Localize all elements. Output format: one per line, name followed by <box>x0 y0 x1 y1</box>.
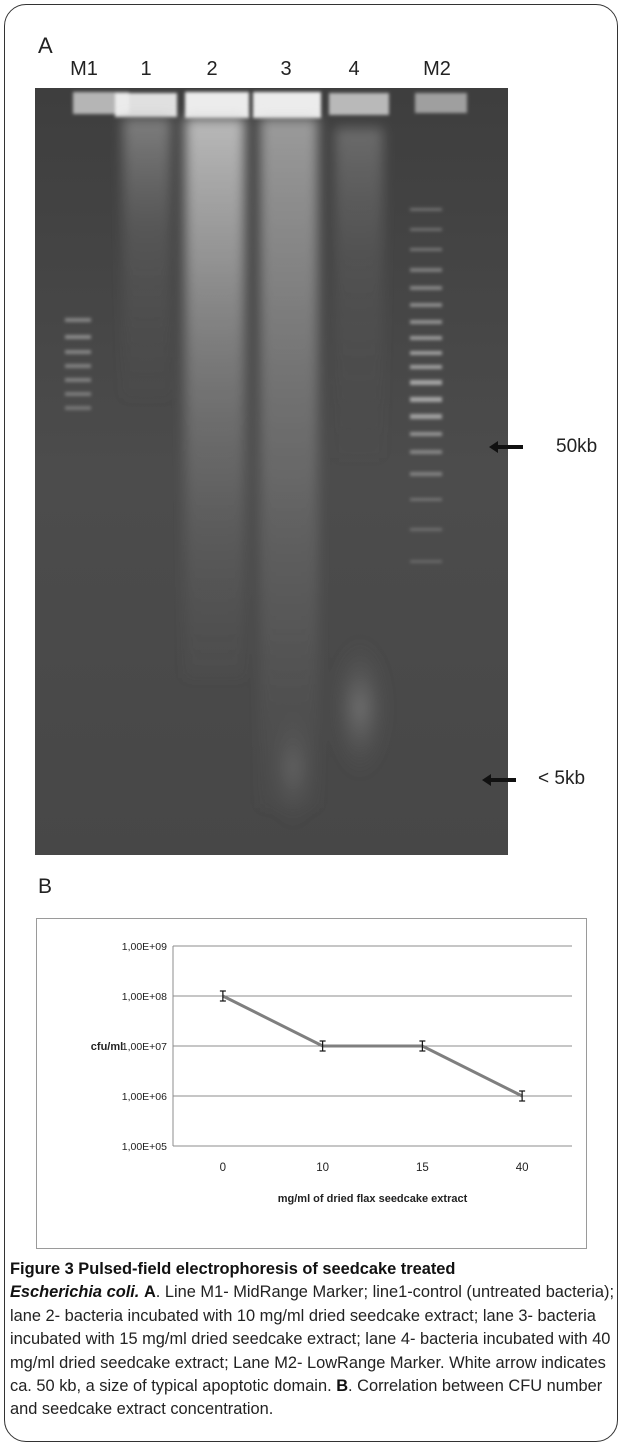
y-tick-label: 1,00E+06 <box>122 1091 167 1103</box>
caption-text-b: . Correlation between CFU number and see… <box>10 1377 603 1419</box>
caption-label-b: B <box>336 1377 349 1396</box>
x-tick-label: 0 <box>220 1162 226 1174</box>
lane-label-3: 3 <box>280 58 292 80</box>
lane-label-2: 2 <box>206 58 218 80</box>
y-tick-label: 1,00E+07 <box>122 1041 167 1053</box>
x-tick-label: 10 <box>316 1162 329 1174</box>
caption-label-a: A <box>143 1283 156 1302</box>
lane-label-4: 4 <box>348 58 360 80</box>
panel-b-label: B <box>38 875 53 898</box>
arrow-50kb-icon <box>489 441 523 453</box>
caption-organism: Escherichia coli. <box>10 1283 140 1302</box>
y-tick-label: 1,00E+05 <box>122 1141 167 1153</box>
error-bar <box>519 1090 526 1102</box>
x-tick-label: 15 <box>416 1162 429 1174</box>
figure-caption: Figure 3 Pulsed-field electrophoresis of… <box>10 1258 614 1422</box>
arrow-5kb-icon <box>482 774 516 786</box>
y-tick-label: 1,00E+09 <box>122 941 167 953</box>
x-tick-label: 40 <box>516 1162 529 1174</box>
caption-text-a: . Line M1- MidRange Marker; line1-contro… <box>10 1283 615 1396</box>
marker-label-50kb: 50kb <box>556 436 598 457</box>
marker-label-5kb: < 5kb <box>538 768 586 789</box>
error-bar <box>219 990 226 1002</box>
lane-label-m2: M2 <box>423 58 451 80</box>
gel-photo <box>35 88 508 855</box>
chart-container: 1,00E+05 1,00E+06 1,00E+07 1,00E+08 1,00E+09… <box>36 918 587 1249</box>
panel-a-label: A <box>38 33 53 58</box>
gel-image <box>35 88 508 855</box>
line-chart: 1,00E+05 1,00E+06 1,00E+07 1,00E+08 1,00E+09… <box>91 941 572 1205</box>
x-axis-label: mg/ml of dried flax seedcake extract <box>278 1193 468 1205</box>
series-line <box>222 994 523 1098</box>
error-bar <box>419 1040 426 1052</box>
error-bar <box>319 1040 326 1052</box>
lane-label-m1: M1 <box>70 58 98 80</box>
lane-label-1: 1 <box>140 58 152 80</box>
caption-title: Figure 3 Pulsed-field electrophoresis of… <box>10 1260 456 1278</box>
y-tick-label: 1,00E+08 <box>122 991 167 1003</box>
figure-frame <box>4 4 618 1442</box>
y-axis-label: cfu/ml <box>91 1041 123 1053</box>
